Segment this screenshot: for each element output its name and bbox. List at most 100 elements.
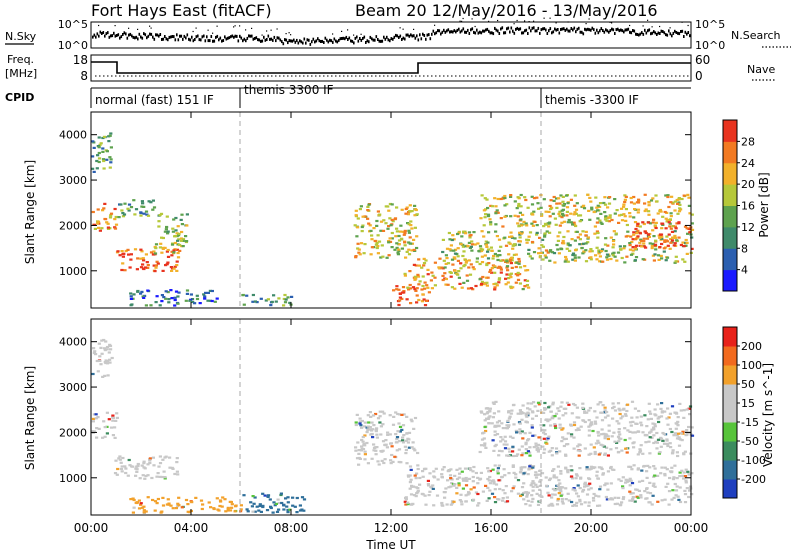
data-cell	[511, 450, 515, 453]
noise-sample	[366, 39, 369, 43]
data-cell	[536, 202, 540, 205]
data-cell	[678, 475, 682, 478]
data-cell	[648, 481, 652, 484]
data-cell	[576, 445, 580, 448]
data-cell	[119, 467, 124, 471]
noise-spike	[128, 27, 130, 29]
data-cell	[503, 492, 507, 495]
data-cell	[635, 232, 639, 235]
noise-sample	[611, 27, 613, 31]
data-cell	[141, 295, 145, 298]
data-cell	[507, 417, 511, 420]
data-cell	[106, 374, 110, 377]
data-cell	[538, 499, 542, 503]
data-cell	[459, 243, 463, 246]
data-cell	[633, 407, 637, 410]
data-cell	[142, 509, 146, 512]
data-cell	[412, 263, 416, 266]
data-cell	[379, 425, 383, 428]
colorbar-swatch	[723, 403, 737, 423]
data-cell	[409, 503, 413, 506]
data-cell	[532, 251, 537, 254]
data-cell	[655, 431, 659, 435]
data-cell	[561, 502, 565, 505]
data-cell	[102, 420, 106, 423]
data-cell	[658, 208, 662, 212]
data-cell	[540, 428, 544, 431]
data-cell	[150, 476, 154, 480]
data-cell	[486, 467, 490, 470]
data-cell	[472, 268, 476, 271]
noise-spike	[413, 28, 415, 30]
data-cell	[422, 262, 427, 265]
noise-sample	[201, 35, 204, 39]
data-cell	[470, 240, 474, 243]
data-cell	[361, 448, 366, 451]
data-cell	[397, 234, 401, 238]
data-cell	[650, 428, 654, 431]
data-cell	[106, 226, 110, 229]
data-cell	[483, 419, 487, 422]
noise-sample	[378, 39, 381, 43]
data-cell	[589, 487, 593, 490]
noise-sample	[417, 38, 420, 42]
data-cell	[249, 501, 253, 504]
data-cell	[559, 472, 563, 475]
data-cell	[458, 472, 462, 475]
data-cell	[587, 429, 591, 432]
data-cell	[545, 442, 549, 445]
data-cell	[486, 248, 491, 251]
data-cell	[603, 484, 607, 487]
data-cell	[100, 352, 104, 355]
data-cell	[184, 299, 188, 302]
data-cell	[485, 245, 489, 248]
noise-sample	[359, 37, 361, 40]
data-cell	[176, 256, 181, 259]
data-cell	[426, 273, 430, 276]
data-cell	[537, 436, 541, 439]
data-cell	[559, 194, 563, 197]
noise-sample	[648, 28, 651, 32]
data-cell	[403, 445, 407, 448]
data-cell	[96, 208, 100, 211]
data-cell	[607, 429, 611, 432]
data-cell	[614, 232, 618, 235]
data-cell	[170, 466, 174, 469]
noise-sample	[239, 34, 241, 38]
noise-sample	[138, 32, 141, 36]
data-cell	[615, 209, 619, 212]
data-cell	[461, 254, 465, 258]
noise-sample	[569, 29, 571, 33]
data-cell	[549, 424, 553, 427]
data-cell	[290, 295, 294, 298]
data-cell	[102, 167, 106, 170]
data-cell	[412, 447, 416, 450]
data-cell	[494, 483, 499, 486]
data-cell	[277, 508, 281, 511]
data-cell	[517, 243, 522, 246]
data-cell	[129, 258, 133, 261]
noise-sample	[287, 41, 289, 45]
data-cell	[465, 274, 469, 277]
noise-sample	[117, 33, 120, 37]
data-cell	[363, 458, 367, 461]
data-cell	[165, 263, 169, 266]
noise-sample	[683, 35, 685, 38]
data-cell	[175, 235, 179, 238]
data-cell	[598, 401, 602, 404]
data-cell	[412, 248, 416, 251]
data-cell	[600, 419, 605, 422]
data-cell	[145, 261, 149, 264]
data-cell	[486, 213, 491, 216]
data-cell	[499, 436, 503, 439]
data-cell	[410, 227, 414, 230]
noise-sample	[662, 30, 664, 33]
data-cell	[412, 238, 416, 241]
data-cell	[572, 221, 576, 224]
data-cell	[141, 474, 145, 477]
data-cell	[638, 448, 642, 451]
data-cell	[457, 276, 461, 279]
data-cell	[180, 230, 184, 234]
data-cell	[375, 433, 379, 436]
data-cell	[530, 494, 534, 497]
